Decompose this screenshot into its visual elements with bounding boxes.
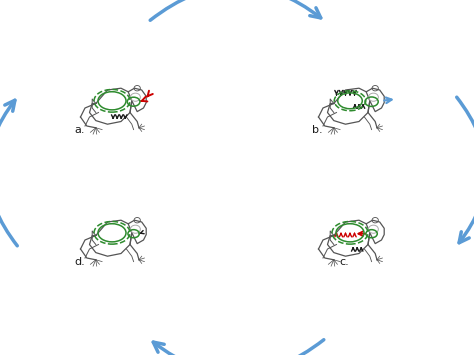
Text: c.: c.: [339, 257, 349, 267]
Text: d.: d.: [74, 257, 85, 267]
Text: a.: a.: [74, 125, 85, 135]
Text: b.: b.: [312, 125, 323, 135]
